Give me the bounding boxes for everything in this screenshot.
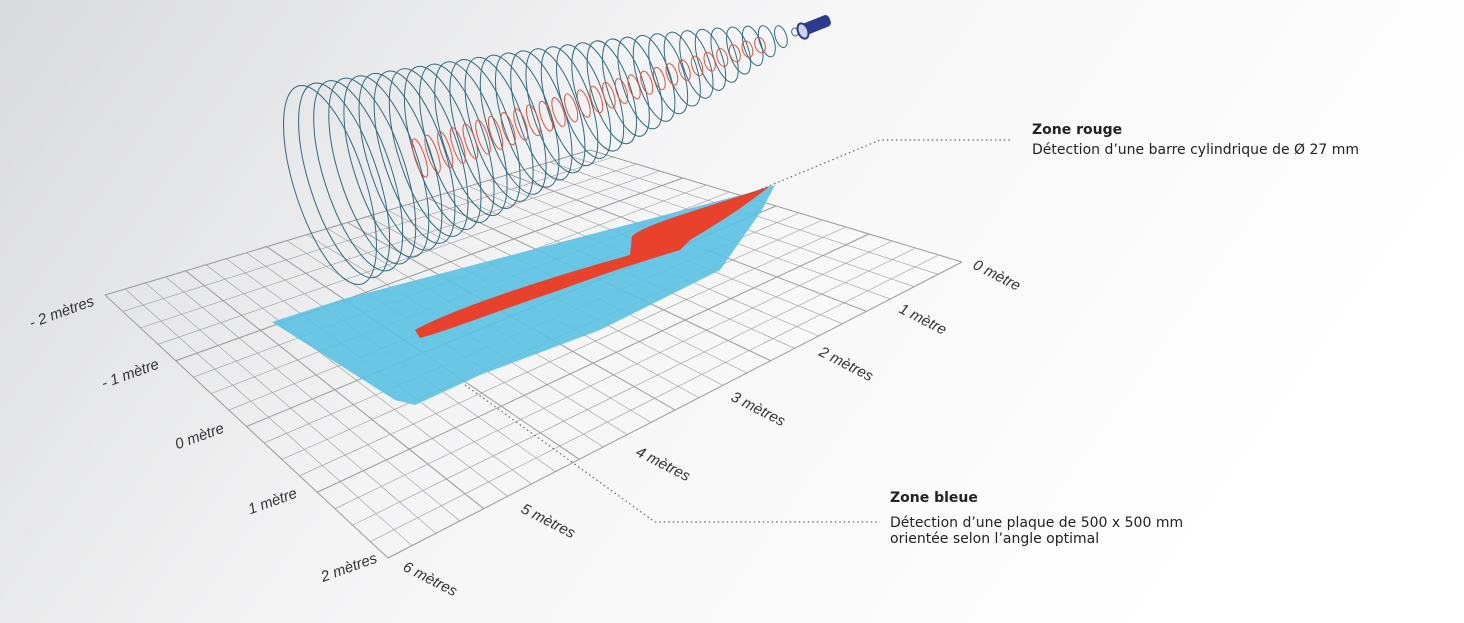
red-ring <box>576 89 591 118</box>
red-ring <box>487 115 504 150</box>
grid-line <box>317 233 870 493</box>
zone-description: Détection d’une plaque de 500 x 500 mm <box>890 515 1183 531</box>
cone-ring <box>757 25 776 58</box>
red-ring <box>589 85 604 114</box>
grid-line <box>140 163 637 329</box>
red-ring <box>652 66 666 91</box>
grid-line <box>122 156 614 312</box>
red-ring <box>703 51 716 72</box>
cone-ring <box>313 80 404 272</box>
red-ring <box>525 104 541 137</box>
red-ring <box>475 119 491 155</box>
red-ring <box>754 36 766 54</box>
cone-ring <box>358 72 443 251</box>
red-zone <box>415 186 770 338</box>
red-ring <box>640 70 654 95</box>
zone-title: Zone rouge <box>1032 122 1122 138</box>
red-ring <box>462 123 479 160</box>
cone-ring <box>540 46 599 167</box>
cone-ring <box>586 40 637 145</box>
red-ring <box>500 112 516 146</box>
red-ring <box>449 127 466 164</box>
leader-blue <box>464 384 880 523</box>
grid-line <box>157 170 660 345</box>
cone-ring <box>283 84 377 286</box>
cone-ring <box>663 31 701 107</box>
grid-line <box>334 240 893 509</box>
grid-line <box>370 254 939 542</box>
zone-description: orientée selon l’angle optimal <box>890 531 1099 547</box>
cone-ring <box>617 36 663 130</box>
cone-ring <box>525 48 586 174</box>
cone-ring <box>601 38 650 137</box>
red-ring <box>741 40 754 58</box>
cone-ring <box>373 70 456 244</box>
red-ring <box>728 44 741 63</box>
red-ring <box>513 108 529 141</box>
red-ring <box>678 59 691 81</box>
cone-ring <box>679 30 714 99</box>
red-ring <box>424 134 441 173</box>
red-ring <box>411 138 429 178</box>
grid-line <box>104 149 591 296</box>
grid-line <box>352 247 916 526</box>
cone-ring <box>495 52 560 188</box>
red-ring <box>665 63 679 86</box>
red-ring <box>716 48 729 68</box>
cone-ring <box>694 28 727 91</box>
cone-ring <box>298 82 391 279</box>
zone-description: Détection d’une barre cylindrique de Ø 2… <box>1032 142 1359 158</box>
cone-ring <box>434 61 508 216</box>
red-ring <box>627 74 641 100</box>
red-ring <box>564 93 579 123</box>
cone-ring <box>741 25 764 67</box>
cone-ring <box>343 75 430 258</box>
red-ring <box>602 81 616 109</box>
grid-line <box>387 261 963 559</box>
grid-line <box>175 177 684 362</box>
sensor <box>796 15 831 40</box>
red-ring <box>538 100 554 132</box>
zone-title: Zone bleue <box>890 490 978 506</box>
cone-ring <box>388 68 469 237</box>
red-ring <box>614 78 629 104</box>
red-ring <box>437 130 454 169</box>
cone-ring <box>774 25 788 48</box>
red-ring <box>690 55 704 77</box>
cone-ring <box>419 63 495 223</box>
detection-cone <box>283 25 799 286</box>
cone-ring <box>328 77 417 265</box>
red-ring <box>551 97 566 127</box>
grid-line <box>299 226 846 477</box>
cone-ring <box>449 59 521 209</box>
